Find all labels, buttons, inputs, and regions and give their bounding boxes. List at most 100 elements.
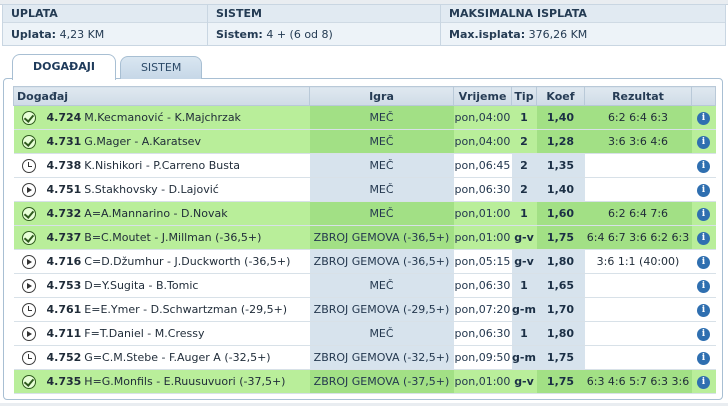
event-cell: 4.732 A=A.Mannarino - D.Novak [44,201,310,226]
clock-icon [22,350,36,365]
status-cell [13,321,45,346]
event-name: D=Y.Sugita - B.Tomic [84,279,199,292]
info-icon[interactable]: i [697,352,710,365]
time-cell: pon,01:00 [453,225,512,250]
info-icon[interactable]: i [697,184,710,197]
event-cell: 4.752 G=C.M.Stebe - F.Auger A (-32,5+) [44,345,310,370]
table-row[interactable]: 4.711 F=T.Daniel - M.Cressy MEČ pon,06:30 1 1… [13,321,716,346]
time-cell: pon,05:15 [453,249,512,274]
info-icon[interactable]: i [697,328,710,341]
sistem-label: Sistem: [216,28,263,41]
event-code: 4.751 [46,183,82,196]
event-cell: 4.711 F=T.Daniel - M.Cressy [44,321,310,346]
clock-icon [22,302,36,317]
info-cell: i [691,177,716,202]
result-cell [584,297,692,322]
info-icon[interactable]: i [697,160,710,173]
table-row[interactable]: 4.751 S.Stakhovsky - D.Lajović MEČ pon,06:3… [13,177,716,202]
sistem-value: 4 + (6 od 8) [266,28,333,41]
event-name: K.Nishikori - P.Carreno Busta [84,159,241,172]
table-row[interactable]: 4.716 C=D.Džumhur - J.Duckworth (-36,5+) Z… [13,249,716,274]
tip-cell: g-m [511,345,537,370]
tip-cell: g-v [511,249,537,274]
tip-cell: 2 [511,177,537,202]
koef-cell: 1,80 [536,249,585,274]
result-cell: 6:2 6:4 7:6 [584,201,692,226]
table-row[interactable]: 4.738 K.Nishikori - P.Carreno Busta MEČ pon… [13,153,716,178]
tab-dogadaji[interactable]: DOGAĐAJI [12,54,116,80]
isplata-header: MAKSIMALNA ISPLATA [441,5,725,23]
event-name: G.Mager - A.Karatsev [84,135,201,148]
table-row[interactable]: 4.752 G=C.M.Stebe - F.Auger A (-32,5+) ZBR… [13,345,716,370]
koef-cell: 1,75 [536,225,585,250]
time-cell: pon,06:45 [453,153,512,178]
event-rows: 4.724 M.Kecmanović - K.Majchrzak MEČ pon,04… [13,105,716,394]
event-name: G=C.M.Stebe - F.Auger A (-32,5+) [84,351,271,364]
isplata-label: Max.isplata: [449,28,526,41]
status-cell [13,153,45,178]
ticket-summary: UPLATA Uplata: 4,23 KM SISTEM Sistem: 4 … [2,4,726,46]
info-icon[interactable]: i [697,232,710,245]
game-cell: ZBROJ GEMOVA (-36,5+) [309,249,454,274]
event-name: B=C.Moutet - J.Millman (-36,5+) [84,231,262,244]
event-name: A=A.Mannarino - D.Novak [84,207,228,220]
status-cell [13,201,45,226]
table-header-row: Događaj Igra Vrijeme Tip Koef Rezultat [13,86,716,106]
column-header-time: Vrijeme [453,86,512,106]
info-icon[interactable]: i [697,208,710,221]
tip-cell: g-m [511,297,537,322]
info-cell: i [691,225,716,250]
event-name: E=E.Ymer - D.Schwartzman (-29,5+) [84,303,288,316]
game-cell: MEČ [309,177,454,202]
event-cell: 4.731 G.Mager - A.Karatsev [44,129,310,154]
event-cell: 4.761 E=E.Ymer - D.Schwartzman (-29,5+) [44,297,310,322]
table-row[interactable]: 4.735 H=G.Monfils - E.Ruusuvuori (-37,5+)… [13,369,716,394]
event-code: 4.735 [46,375,82,388]
info-cell: i [691,321,716,346]
table-row[interactable]: 4.737 B=C.Moutet - J.Millman (-36,5+) ZBRO… [13,225,716,250]
isplata-value-line: Max.isplata: 376,26 KM [441,23,725,47]
sistem-header: SISTEM [208,5,440,23]
koef-cell: 1,80 [536,321,585,346]
info-icon[interactable]: i [697,112,710,125]
event-code: 4.761 [46,303,82,316]
sistem-value-line: Sistem: 4 + (6 od 8) [208,23,440,47]
event-code: 4.724 [46,111,82,124]
play-icon [22,254,36,269]
event-cell: 4.724 M.Kecmanović - K.Majchrzak [44,105,310,130]
koef-cell: 1,28 [536,129,585,154]
info-icon[interactable]: i [697,136,710,149]
result-cell: 6:4 6:7 3:6 6:2 6:3 [584,225,692,250]
tip-cell: 1 [511,201,537,226]
result-cell: 6:3 4:6 5:7 6:3 3:6 [584,369,692,394]
info-icon[interactable]: i [697,304,710,317]
event-code: 4.731 [46,135,82,148]
bottom-strip [0,403,728,406]
time-cell: pon,09:50 [453,345,512,370]
info-icon[interactable]: i [697,376,710,389]
event-code: 4.732 [46,207,82,220]
status-cell [13,249,45,274]
koef-cell: 1,60 [536,201,585,226]
time-cell: pon,01:00 [453,201,512,226]
info-icon[interactable]: i [697,256,710,269]
column-header-koef: Koef [536,86,585,106]
info-cell: i [691,369,716,394]
game-cell: MEČ [309,105,454,130]
koef-cell: 1,40 [536,177,585,202]
table-row[interactable]: 4.753 D=Y.Sugita - B.Tomic MEČ pon,06:30 1 1,… [13,273,716,298]
info-cell: i [691,129,716,154]
info-icon[interactable]: i [697,280,710,293]
clock-icon [22,158,36,173]
event-cell: 4.738 K.Nishikori - P.Carreno Busta [44,153,310,178]
table-row[interactable]: 4.724 M.Kecmanović - K.Majchrzak MEČ pon,04… [13,105,716,130]
summary-sistem: SISTEM Sistem: 4 + (6 od 8) [208,5,441,45]
result-cell [584,273,692,298]
isplata-value: 376,26 KM [528,28,588,41]
table-row[interactable]: 4.731 G.Mager - A.Karatsev MEČ pon,04:00 2 1,… [13,129,716,154]
event-cell: 4.751 S.Stakhovsky - D.Lajović [44,177,310,202]
table-row[interactable]: 4.761 E=E.Ymer - D.Schwartzman (-29,5+) ZB… [13,297,716,322]
table-row[interactable]: 4.732 A=A.Mannarino - D.Novak MEČ pon,01:00… [13,201,716,226]
tab-sistem[interactable]: SISTEM [119,56,203,79]
play-icon [22,278,36,293]
